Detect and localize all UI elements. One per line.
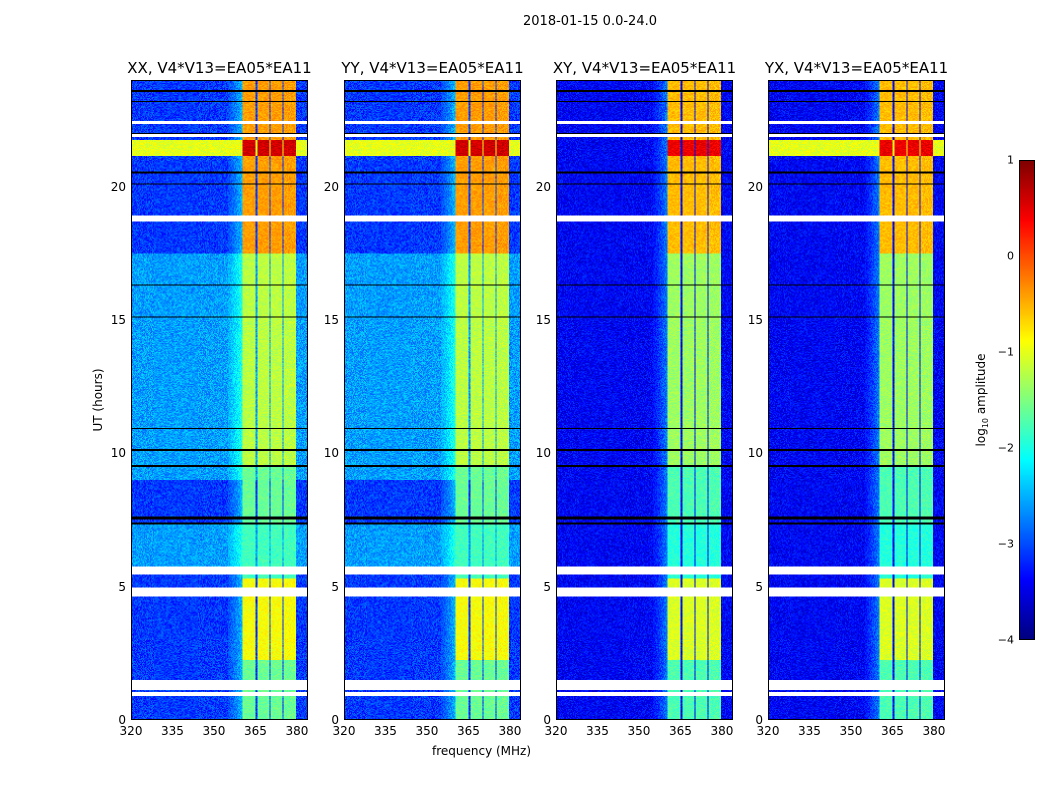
x-tick-label: 350 — [627, 724, 651, 738]
x-tick-label: 335 — [798, 724, 821, 738]
y-tick-label: 15 — [323, 313, 339, 327]
x-tick-label: 380 — [498, 724, 522, 738]
panel-title: YY, V4*V13=EA05*EA11 — [341, 59, 524, 77]
heatmap-image — [557, 81, 732, 719]
x-tick-label: 365 — [669, 724, 692, 738]
x-tick-label: 335 — [374, 724, 397, 738]
colorbar-tick-label: 0 — [1007, 249, 1014, 263]
x-tick-label: 365 — [881, 724, 904, 738]
x-tick-label: 320 — [119, 724, 143, 738]
x-tick-label: 380 — [922, 724, 946, 738]
x-tick-label: 350 — [415, 724, 439, 738]
x-axis-label: frequency (MHz) — [432, 744, 532, 758]
panel-title: XX, V4*V13=EA05*EA11 — [127, 59, 312, 77]
heatmap-panel-2 — [556, 80, 733, 720]
heatmap-panel-1 — [344, 80, 521, 720]
y-tick-label: 20 — [535, 179, 551, 194]
colorbar-tick-label: −1 — [997, 345, 1014, 359]
x-tick-label: 335 — [161, 724, 184, 738]
y-axis-label: UT (hours) — [91, 368, 105, 432]
y-tick-label: 20 — [747, 179, 763, 194]
x-tick-label: 380 — [710, 724, 734, 738]
y-tick-label: 20 — [323, 179, 339, 194]
y-tick-label: 10 — [747, 446, 763, 461]
x-tick-label: 320 — [332, 724, 356, 738]
heatmap-image — [769, 81, 944, 719]
y-tick-label: 10 — [535, 446, 551, 461]
x-tick-label: 365 — [244, 724, 267, 738]
panel-title: YX, V4*V13=EA05*EA11 — [764, 59, 949, 77]
heatmap-panel-0 — [131, 80, 308, 720]
x-tick-label: 335 — [586, 724, 609, 738]
x-tick-label: 320 — [544, 724, 568, 738]
heatmap-panel-3 — [768, 80, 945, 720]
y-tick-label: 5 — [543, 579, 551, 594]
y-tick-label: 15 — [747, 313, 763, 327]
y-tick-label: 10 — [110, 446, 126, 461]
heatmap-image — [132, 81, 307, 719]
y-tick-label: 15 — [110, 313, 126, 327]
figure-suptitle: 2018-01-15 0.0-24.0 — [523, 14, 657, 29]
y-tick-label: 0 — [543, 713, 551, 727]
y-tick-label: 15 — [535, 313, 551, 327]
y-tick-label: 10 — [323, 446, 339, 461]
colorbar-tick-label: 1 — [1007, 153, 1014, 167]
y-tick-label: 0 — [118, 713, 126, 727]
y-tick-label: 20 — [110, 179, 126, 194]
x-tick-label: 380 — [285, 724, 309, 738]
colorbar — [1019, 160, 1035, 640]
colorbar-tick-label: −3 — [997, 537, 1014, 551]
panel-title: XY, V4*V13=EA05*EA11 — [552, 59, 737, 77]
x-tick-label: 350 — [202, 724, 226, 738]
colorbar-tick-label: −4 — [997, 633, 1014, 647]
x-tick-label: 350 — [839, 724, 863, 738]
y-tick-label: 5 — [118, 579, 126, 594]
colorbar-label: log10 amplitude — [973, 353, 991, 447]
heatmap-image — [345, 81, 520, 719]
x-tick-label: 365 — [457, 724, 480, 738]
x-tick-label: 320 — [756, 724, 780, 738]
colorbar-tick-label: −2 — [997, 441, 1014, 455]
y-tick-label: 5 — [755, 579, 763, 594]
y-tick-label: 5 — [331, 579, 339, 594]
y-tick-label: 0 — [331, 713, 339, 727]
y-tick-label: 0 — [755, 713, 763, 727]
